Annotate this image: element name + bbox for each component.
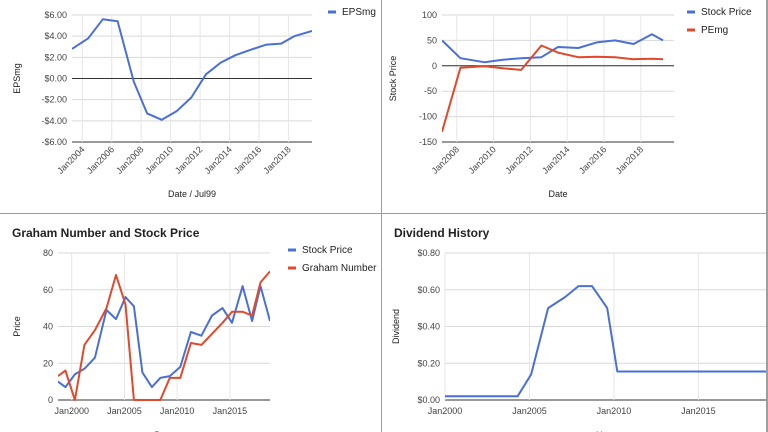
y-tick-label: $0.00 bbox=[44, 74, 67, 84]
y-tick-label: -$4.00 bbox=[41, 116, 67, 126]
series-line-graham-number bbox=[58, 270, 270, 401]
panel-divider-vertical bbox=[381, 0, 382, 432]
x-tick-label: Jan2005 bbox=[512, 406, 547, 416]
x-axis-title: Date bbox=[154, 430, 173, 432]
y-tick-label: $6.00 bbox=[44, 10, 67, 20]
y-tick-label: 0 bbox=[432, 61, 437, 71]
stock-price-pe-chart: Stock Price and PEmg100500-50-100-150Jan… bbox=[388, 7, 752, 199]
x-axis-title: Date bbox=[548, 189, 567, 199]
y-tick-label: $0.00 bbox=[417, 395, 440, 405]
x-tick-label: Jan2015 bbox=[213, 406, 248, 416]
x-tick-label: Jan2014 bbox=[202, 144, 233, 175]
x-axis-title: Year bbox=[596, 430, 614, 432]
dividend-history-chart-panel: Dividend History $0.80 $0.60 $0.40 $0.20 $0.0… bbox=[382, 214, 766, 432]
x-tick-label: Jan2006 bbox=[85, 144, 116, 175]
y-axis-title: Dividend bbox=[391, 309, 401, 344]
y-axis-title: Price bbox=[12, 316, 22, 337]
series-line-stock-price bbox=[442, 33, 664, 64]
legend-label: Graham Number bbox=[302, 263, 377, 274]
y-tick-label: $0.20 bbox=[417, 358, 440, 368]
x-tick-label: Jan2012 bbox=[503, 144, 534, 175]
eps-chart-panel: EPSmg $6.00 $4.00 $2.00 $0.00 -$2.00 -$4.00 -$6… bbox=[0, 0, 381, 213]
panel-divider-horizontal bbox=[0, 213, 768, 214]
eps-chart: EPSmg $6.00 $4.00 $2.00 $0.00 -$2.00 -$4.00 -$6… bbox=[12, 7, 376, 199]
y-tick-label: 20 bbox=[43, 358, 53, 368]
x-tick-label: Jan2005 bbox=[107, 406, 142, 416]
x-tick-label: Jan2016 bbox=[577, 144, 608, 175]
y-tick-label: -100 bbox=[419, 112, 437, 122]
y-tick-label: $4.00 bbox=[44, 31, 67, 41]
y-tick-label: 80 bbox=[43, 248, 53, 258]
dividend-history-chart: Dividend History $0.80 $0.60 $0.40 $0.20 $0.0… bbox=[391, 226, 766, 432]
y-axis-title: EPSmg bbox=[12, 63, 22, 94]
legend-label: Stock Price bbox=[701, 7, 752, 18]
x-tick-label: Jan2016 bbox=[232, 144, 263, 175]
series-line-stock-price bbox=[58, 285, 270, 389]
y-tick-label: $0.60 bbox=[417, 285, 440, 295]
chart-title: Dividend History bbox=[394, 226, 490, 240]
x-tick-label: Jan2000 bbox=[54, 406, 89, 416]
y-tick-label: -150 bbox=[419, 137, 437, 147]
x-tick-label: Jan2010 bbox=[144, 144, 175, 175]
x-tick-label: Jan2015 bbox=[681, 406, 716, 416]
graham-number-chart: Graham Number and Stock Price806040200Ja… bbox=[12, 226, 377, 432]
panel-edge-right bbox=[766, 0, 768, 432]
y-tick-label: 60 bbox=[43, 285, 53, 295]
y-tick-label: 0 bbox=[48, 395, 53, 405]
x-tick-label: Jan2010 bbox=[466, 144, 497, 175]
y-tick-label: 50 bbox=[427, 35, 437, 45]
x-tick-label: Jan2014 bbox=[540, 144, 571, 175]
graham-number-chart-panel: Graham Number and Stock Price 80 60 40 20 0 Ja… bbox=[0, 214, 381, 432]
y-tick-label: -$6.00 bbox=[41, 137, 67, 147]
x-tick-label: Jan2008 bbox=[114, 144, 145, 175]
y-tick-label: -$2.00 bbox=[41, 95, 67, 105]
x-tick-label: Jan2018 bbox=[261, 144, 292, 175]
series-line-dividend bbox=[445, 285, 766, 398]
x-axis-title: Date / Jul99 bbox=[168, 189, 216, 199]
y-tick-label: $0.40 bbox=[417, 322, 440, 332]
y-axis-title: Stock Price bbox=[388, 56, 398, 102]
x-tick-label: Jan2012 bbox=[173, 144, 204, 175]
x-tick-label: Jan2004 bbox=[55, 144, 86, 175]
y-tick-label: -50 bbox=[424, 86, 437, 96]
legend-label: Stock Price bbox=[302, 245, 353, 256]
x-tick-label: Jan2018 bbox=[614, 144, 645, 175]
x-tick-label: Jan2008 bbox=[430, 144, 461, 175]
chart-title: Graham Number and Stock Price bbox=[12, 226, 200, 240]
y-tick-label: 100 bbox=[422, 10, 437, 20]
x-tick-label: Jan2000 bbox=[428, 406, 463, 416]
series-line-epsmg bbox=[72, 18, 312, 121]
x-tick-label: Jan2010 bbox=[597, 406, 632, 416]
y-tick-label: $2.00 bbox=[44, 52, 67, 62]
y-tick-label: 40 bbox=[43, 322, 53, 332]
x-tick-label: Jan2010 bbox=[160, 406, 195, 416]
y-tick-label: $0.80 bbox=[417, 248, 440, 258]
legend-label: PEmg bbox=[701, 25, 728, 36]
legend-label: EPSmg bbox=[342, 7, 376, 18]
stock-price-pe-chart-panel: Stock Price and PEmg100500-50-100-150Jan… bbox=[382, 0, 766, 213]
series-line-pemg bbox=[442, 44, 664, 133]
